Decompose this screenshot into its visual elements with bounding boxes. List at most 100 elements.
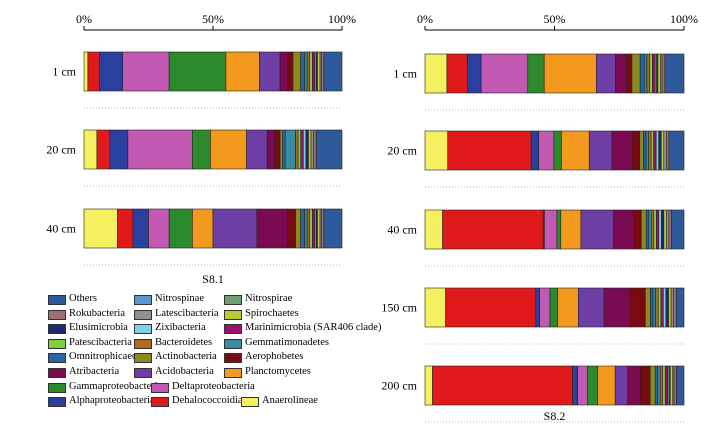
bar-segment-latescibacteria — [310, 129, 314, 170]
row-label: 150 cm — [381, 301, 417, 315]
legend-swatch — [224, 295, 242, 305]
bar-segment-acidobacteria — [595, 53, 616, 94]
legend-swatch — [151, 397, 169, 408]
row-label: 1 cm — [52, 65, 76, 79]
bar-segment-dehalococcoidia — [447, 130, 532, 171]
bar-segment-atribacteria — [279, 51, 289, 92]
bar-segment-others — [315, 129, 343, 170]
bar-segment-spirochaetes — [668, 287, 672, 328]
bar-segment-gammaproteobacteria — [587, 365, 598, 406]
row-label: 20 cm — [46, 143, 76, 157]
bar-segment-patescibacteria — [653, 209, 657, 250]
legend-label: Others — [69, 293, 97, 304]
bar-segment-zixibacteria — [658, 209, 662, 250]
bar-segment-others — [676, 365, 685, 406]
bar-segment-marinimicrobia-sar406-clade — [660, 287, 664, 328]
bar-segment-patescibacteria — [309, 208, 313, 249]
x-tick-label: 50% — [202, 12, 224, 26]
legend-swatch — [134, 295, 152, 305]
bar-segment-atribacteria — [611, 130, 633, 171]
legend-label: Deltaproteobacteria — [172, 380, 255, 392]
bar-segment-omnitrophicaeota — [300, 51, 305, 92]
bar-segment-rokubacteria — [673, 287, 677, 328]
bar-segment-gemmatimonadetes — [652, 287, 656, 328]
bar-segment-aerophobetes — [629, 287, 646, 328]
bar-segment-gemmatimonadetes — [645, 130, 649, 171]
legend-swatch — [48, 324, 66, 335]
bar-segment-deltaproteobacteria — [480, 53, 529, 94]
legend-label: Actinobacteria — [155, 351, 217, 363]
bar-segment-deltaproteobacteria — [539, 287, 551, 328]
bar-segment-aerophobetes — [633, 209, 642, 250]
bar-segment-patescibacteria — [650, 130, 654, 171]
row-label: 40 cm — [46, 222, 76, 236]
bar-segment-gemmatimonadetes — [304, 51, 308, 92]
row-label: 20 cm — [387, 144, 417, 158]
chart-s8-2: 0% 50% 100% 1 cm 20 cm 40 cm 150 cm 200 cm S8.2 — [381, 12, 698, 423]
legend-swatch — [241, 397, 259, 408]
bar-segment-aerophobetes — [626, 53, 633, 94]
bar-segment-deltaproteobacteria — [544, 209, 558, 250]
row-label: 40 cm — [387, 223, 417, 237]
bar-segment-rokubacteria — [666, 130, 670, 171]
bar-segment-acidobacteria — [580, 209, 614, 250]
legend-swatch — [134, 309, 152, 320]
legend-swatch — [48, 353, 66, 364]
bar-segment-patescibacteria — [297, 129, 302, 170]
legend-swatch — [224, 309, 242, 320]
bar-segment-rokubacteria — [321, 208, 325, 249]
bar-segment-patescibacteria — [309, 51, 313, 92]
bar-segment-gammaproteobacteria — [553, 130, 562, 171]
bar-segment-others — [323, 51, 343, 92]
legend-label: Nitrospinae — [155, 293, 204, 304]
legend-label: Latescibacteria — [155, 307, 219, 319]
legend-label: Patescibacteria — [69, 336, 132, 348]
bar-segment-acidobacteria — [578, 287, 605, 328]
chart-s8-1: 0% 50% 100% 1 cm 20 cm 40 cm S8.1 — [46, 12, 356, 286]
legend-label: Acidobacteria — [155, 366, 214, 377]
bar-segment-omnitrophicaeota — [650, 287, 654, 328]
bar-segment-anaerolineae — [83, 208, 118, 249]
legend-swatch — [48, 397, 66, 408]
bar-segment-elusimicrobia — [665, 287, 669, 328]
bar-segment-anaerolineae — [424, 287, 446, 328]
bar-segment-anaerolineae — [83, 129, 98, 170]
legend-swatch — [48, 295, 66, 305]
bar-segment-spirochaetes — [317, 51, 321, 92]
bar-segment-omnitrophicaeota — [645, 209, 650, 250]
bar-segment-deltaproteobacteria — [577, 365, 588, 406]
bar-segment-atribacteria — [627, 365, 641, 406]
bar-segment-dehalococcoidia — [442, 209, 544, 250]
bar-segment-patescibacteria — [662, 365, 666, 406]
bar-segment-others — [323, 208, 343, 249]
legend-swatch — [134, 353, 152, 364]
bar-segment-bacteroidetes — [648, 130, 652, 171]
bar-segment-latescibacteria — [663, 130, 667, 171]
bar-segment-anaerolineae — [424, 365, 433, 406]
bar-segment-anaerolineae — [424, 53, 448, 94]
legend-label: Spirochaetes — [245, 307, 299, 319]
bar-segment-others — [671, 209, 685, 250]
legend-label: Omnitrophicaeota — [69, 351, 145, 363]
bar-segment-alphaproteobacteria — [109, 129, 129, 170]
legend-label: Rokubacteria — [69, 307, 125, 319]
bar-segment-alphaproteobacteria — [467, 53, 482, 94]
bar-segment-omnitrophicaeota — [300, 208, 305, 249]
x-tick-label: 100% — [670, 12, 698, 26]
bar-segment-others — [675, 287, 685, 328]
legend-label: Atribacteria — [69, 366, 120, 377]
panel-title: S8.1 — [202, 272, 224, 286]
bar-segment-bacteroidetes — [655, 287, 659, 328]
bar-segment-spirochaetes — [669, 365, 674, 406]
bar-segment-dehalococcoidia — [432, 365, 573, 406]
row-label: 1 cm — [393, 67, 417, 81]
bar-segment-bacteroidetes — [295, 129, 299, 170]
bar-segment-rokubacteria — [668, 209, 672, 250]
legend-swatch — [48, 368, 66, 378]
bar-segment-patescibacteria — [657, 287, 662, 328]
bar-segment-alphaproteobacteria — [99, 51, 124, 92]
bar-segment-bacteroidetes — [306, 208, 311, 249]
bar-segment-aerophobetes — [287, 51, 294, 92]
bar-segment-dehalococcoidia — [117, 208, 134, 249]
bar-segment-planctomycetes — [561, 130, 590, 171]
